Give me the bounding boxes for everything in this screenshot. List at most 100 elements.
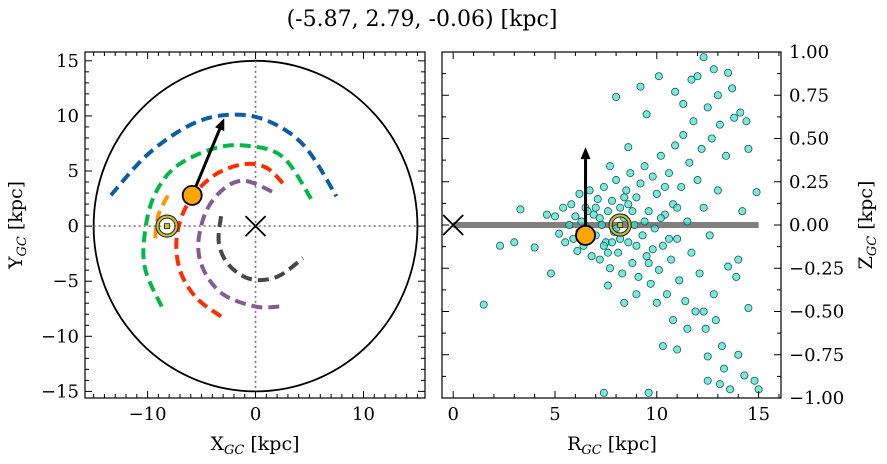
- y-axis-label-sub: GC: [865, 236, 880, 256]
- star-point: [620, 193, 629, 202]
- x-tick-label: 5: [549, 404, 560, 425]
- x-tick-label: 0: [250, 404, 261, 425]
- star-point: [736, 108, 745, 117]
- star-point: [612, 176, 621, 185]
- x-axis-label-unit: [kpc]: [244, 433, 299, 455]
- star-point: [546, 269, 555, 278]
- star-point: [624, 238, 633, 247]
- star-point: [632, 241, 641, 250]
- star-point: [542, 210, 551, 219]
- sun-outer-ring-icon: [155, 214, 179, 238]
- y-tick-label: −5: [52, 271, 79, 292]
- x-tick-label: 10: [352, 404, 375, 425]
- star-point: [658, 241, 667, 250]
- star-point: [642, 110, 651, 119]
- star-point: [744, 304, 753, 313]
- star-point: [703, 376, 712, 385]
- y-tick-label: 0: [68, 216, 79, 237]
- star-point: [665, 169, 674, 178]
- star-point: [605, 162, 614, 171]
- sun-inner-ring-icon: [611, 216, 629, 234]
- axes-frame: [84, 51, 426, 399]
- x-tick-label: 0: [447, 404, 458, 425]
- star-point: [642, 252, 651, 261]
- star-point: [697, 144, 706, 153]
- star-point: [599, 388, 608, 397]
- star-point: [551, 212, 560, 221]
- velocity-arrow: [190, 128, 222, 196]
- orbit-arc: [196, 178, 280, 310]
- velocity-arrow-head: [215, 118, 225, 132]
- star-point: [591, 203, 600, 212]
- star-point: [703, 352, 712, 361]
- star-point: [630, 220, 639, 229]
- star-point: [577, 217, 586, 226]
- y-tick-label: −1.00: [789, 388, 844, 409]
- star-point: [634, 272, 643, 281]
- sun-ring-icon: [156, 215, 178, 237]
- y-tick-label: 10: [56, 106, 79, 127]
- star-point: [608, 238, 617, 247]
- x-tick-label: −10: [129, 404, 167, 425]
- star-point: [683, 324, 692, 333]
- sun-center-icon: [164, 223, 170, 230]
- star-point: [701, 324, 710, 333]
- y-tick-label: 0.50: [789, 129, 829, 150]
- star-point: [722, 151, 731, 160]
- star-point: [662, 290, 671, 299]
- star-point: [711, 316, 720, 325]
- star-point: [636, 179, 645, 188]
- rz-plane-panel: 0 5 10 15 −1.00 −0.75 −0.50 −0.25 0.00 0.25 0.50 0.…: [441, 42, 880, 458]
- star-point: [742, 117, 751, 126]
- star-point: [618, 269, 627, 278]
- star-point: [713, 186, 722, 195]
- star-point: [724, 68, 733, 77]
- star-point: [709, 65, 718, 74]
- star-point: [496, 241, 505, 250]
- y-axis-label-main: Z: [855, 256, 877, 269]
- x-axis-label: XGC [kpc]: [210, 433, 299, 458]
- star-point: [665, 234, 674, 243]
- star-point: [587, 252, 596, 261]
- star-point: [715, 120, 724, 129]
- x-tick-label: 15: [747, 404, 770, 425]
- star-point: [567, 200, 576, 209]
- star-point: [703, 103, 712, 112]
- star-point: [603, 248, 612, 257]
- orbit-arc: [153, 192, 171, 239]
- star-point: [561, 238, 570, 247]
- star-point: [654, 72, 663, 81]
- star-point: [687, 75, 696, 84]
- star-point: [717, 342, 726, 351]
- star-point: [724, 262, 733, 271]
- star-point: [738, 207, 747, 216]
- star-point: [652, 189, 661, 198]
- star-point: [719, 364, 728, 373]
- star-point: [530, 243, 539, 252]
- star-point: [644, 388, 653, 397]
- star-point: [699, 307, 708, 316]
- star-point: [693, 72, 702, 81]
- figure-title: (-5.87, 2.79, -0.06) [kpc]: [287, 7, 558, 32]
- star-point: [608, 196, 617, 205]
- sun-ring-icon: [609, 214, 631, 236]
- y-tick-label: 5: [68, 161, 79, 182]
- star-point: [603, 207, 612, 216]
- star-point: [599, 241, 608, 250]
- y-axis-label-sub: GC: [15, 236, 30, 256]
- star-point: [673, 203, 682, 212]
- y-tick-label: 0.00: [789, 215, 829, 236]
- orbit-arc: [109, 112, 339, 198]
- star-point: [479, 300, 488, 309]
- star-point: [652, 298, 661, 307]
- star-point: [728, 84, 737, 93]
- y-tick-label: 1.00: [789, 42, 829, 63]
- galactic-center-marker: [244, 215, 267, 237]
- y-tick-label: −0.75: [789, 345, 844, 366]
- star-point: [683, 217, 692, 226]
- x-axis-label-main: X: [210, 433, 224, 455]
- star-point: [559, 203, 568, 212]
- y-tick-label: 0.25: [789, 172, 829, 193]
- x-axis-label-sub: GC: [581, 443, 601, 458]
